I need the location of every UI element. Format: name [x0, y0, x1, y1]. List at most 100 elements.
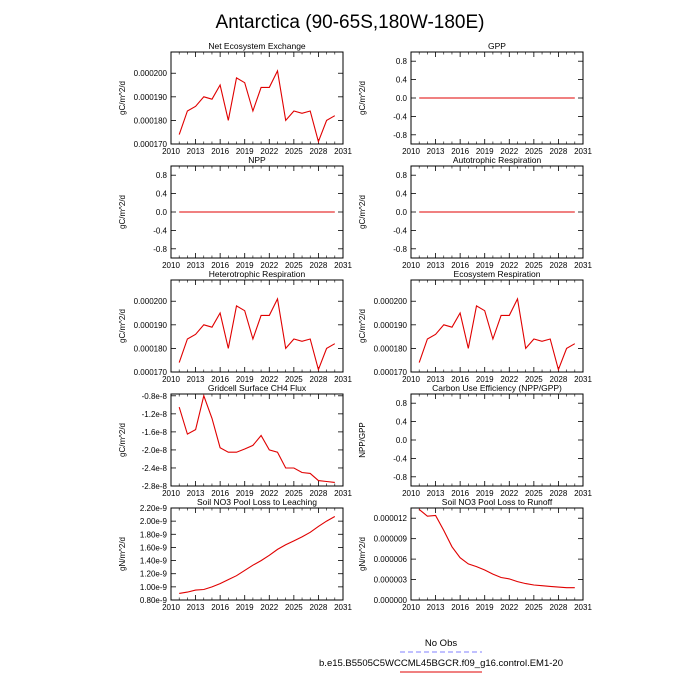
x-tick-label: 2028: [310, 261, 328, 270]
series-line: [418, 297, 576, 372]
x-tick-label: 2025: [285, 489, 303, 498]
chart-net-ecosystem-exchange: Net Ecosystem Exchange 2010 2013 2016 2019 20…: [118, 41, 352, 156]
plot-frame: [410, 279, 584, 373]
y-tick-label: -0.4: [393, 454, 407, 463]
x-tick-label: 2031: [334, 147, 352, 156]
y-tick-label: -1.2e-8: [142, 410, 168, 419]
y-tick-label: 0.000200: [134, 297, 168, 306]
x-tick-label: 2028: [550, 261, 568, 270]
chart-heterotrophic-respiration: Heterotrophic Respiration 2010 2013 2016 201…: [118, 269, 352, 384]
y-tick-label: 0.0: [396, 208, 408, 217]
x-tick-label: 2022: [500, 375, 518, 384]
y-tick-label: 0.000190: [134, 93, 168, 102]
plot-frame: [170, 393, 344, 487]
x-tick-label: 2013: [187, 261, 205, 270]
y-tick-label: -0.8: [393, 131, 407, 140]
y-tick-label: 0.000003: [374, 576, 408, 585]
y-tick-label: 0.000170: [134, 140, 168, 149]
x-tick-label: 2010: [162, 147, 180, 156]
x-tick-label: 2010: [402, 261, 420, 270]
legend-label-no-obs: No Obs: [425, 638, 457, 649]
x-tick-label: 2028: [310, 147, 328, 156]
x-tick-label: 2022: [260, 261, 278, 270]
x-tick-label: 2025: [525, 375, 543, 384]
y-axis-label: gC/m^2/d: [118, 81, 127, 115]
plot-frame: [170, 507, 344, 601]
x-tick-label: 2019: [476, 489, 494, 498]
y-tick-label: 1.00e-9: [140, 583, 168, 592]
y-tick-label: 2.20e-9: [140, 504, 168, 513]
x-tick-label: 2016: [451, 261, 469, 270]
y-tick-label: 0.000190: [134, 321, 168, 330]
x-tick-label: 2013: [187, 147, 205, 156]
chart-panels: Net Ecosystem Exchange 2010 2013 2016 2019 20…: [118, 41, 592, 612]
x-tick-label: 2013: [187, 375, 205, 384]
y-tick-label: 0.4: [396, 190, 408, 199]
y-tick-label: 0.000006: [374, 555, 408, 564]
series-line: [178, 69, 336, 144]
x-tick-label: 2031: [334, 261, 352, 270]
x-tick-label: 2022: [500, 489, 518, 498]
y-axis-label: gC/m^2/d: [118, 195, 127, 229]
y-tick-label: -0.4: [393, 112, 407, 121]
x-tick-label: 2010: [402, 147, 420, 156]
x-tick-label: 2028: [310, 603, 328, 612]
x-tick-label: 2025: [525, 603, 543, 612]
y-tick-label: 0.0: [396, 436, 408, 445]
series-line: [179, 516, 336, 594]
x-tick-label: 2031: [574, 261, 592, 270]
x-tick-label: 2010: [162, 261, 180, 270]
y-tick-label: 0.8: [156, 171, 168, 180]
chart-title: Net Ecosystem Exchange: [208, 41, 306, 51]
x-tick-label: 2016: [211, 603, 229, 612]
x-tick-label: 2028: [310, 375, 328, 384]
legend-label-model-run: b.e15.B5505C5WCCML45BGCR.f09_g16.control…: [319, 658, 563, 669]
x-tick-label: 2031: [334, 375, 352, 384]
x-tick-label: 2013: [427, 603, 445, 612]
x-tick-label: 2019: [476, 603, 494, 612]
x-tick-label: 2031: [334, 489, 352, 498]
y-tick-label: 1.40e-9: [140, 557, 168, 566]
x-tick-label: 2022: [500, 603, 518, 612]
x-tick-label: 2019: [476, 261, 494, 270]
chart-title: Soil NO3 Pool Loss to Leaching: [197, 497, 317, 507]
x-tick-label: 2013: [187, 489, 205, 498]
x-tick-label: 2016: [211, 147, 229, 156]
y-axis-label: NPP/GPP: [358, 422, 367, 458]
y-tick-label: 0.000190: [374, 321, 408, 330]
legend: No Obs b.e15.B5505C5WCCML45BGCR.f09_g16.…: [319, 638, 563, 673]
y-tick-label: -0.4: [153, 226, 167, 235]
y-tick-label: 0.000180: [134, 344, 168, 353]
plot-frame: [170, 51, 344, 145]
x-tick-label: 2031: [574, 489, 592, 498]
chart-title: NPP: [248, 155, 266, 165]
y-tick-label: 0.4: [156, 190, 168, 199]
x-tick-label: 2028: [550, 375, 568, 384]
y-tick-label: 0.8: [396, 399, 408, 408]
x-tick-label: 2013: [427, 147, 445, 156]
x-tick-label: 2025: [285, 375, 303, 384]
chart-soil-no3-pool-loss-to-leaching: Soil NO3 Pool Loss to Leaching 2010 2013 20…: [118, 497, 352, 612]
chart-title: GPP: [488, 41, 506, 51]
x-tick-label: 2010: [402, 489, 420, 498]
x-tick-label: 2022: [500, 147, 518, 156]
y-tick-label: -0.8e-8: [142, 392, 168, 401]
series-line: [178, 297, 336, 372]
x-tick-label: 2031: [574, 603, 592, 612]
x-tick-label: 2025: [525, 147, 543, 156]
x-tick-label: 2013: [427, 489, 445, 498]
y-tick-label: 0.000000: [374, 596, 408, 605]
x-tick-label: 2022: [260, 603, 278, 612]
y-tick-label: -2.0e-8: [142, 446, 168, 455]
x-tick-label: 2010: [162, 489, 180, 498]
y-tick-label: -2.4e-8: [142, 464, 168, 473]
y-tick-label: 0.4: [396, 76, 408, 85]
x-tick-label: 2013: [427, 375, 445, 384]
y-tick-label: 0.000009: [374, 535, 408, 544]
chart-title: Heterotrophic Respiration: [209, 269, 306, 279]
x-tick-label: 2019: [476, 375, 494, 384]
y-tick-label: -0.8: [153, 245, 167, 254]
y-tick-label: 2.00e-9: [140, 517, 168, 526]
y-axis-label: gC/m^2/d: [118, 423, 127, 457]
x-tick-label: 2016: [451, 147, 469, 156]
